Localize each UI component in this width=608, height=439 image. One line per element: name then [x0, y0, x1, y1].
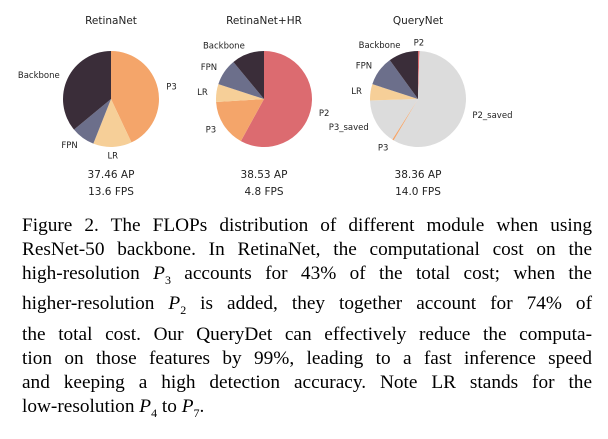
slice-label: P2	[414, 38, 425, 48]
caption-line: low-resolution P4 to P7.	[22, 396, 205, 420]
pie-slice-p2	[240, 51, 313, 148]
pie-slice-lr	[370, 84, 418, 101]
caption-line: high-resolution P3 accounts for 43% of t…	[22, 263, 592, 288]
pie-0: RetinaNet P3 LR FPN Backbone 37.46 AP 13.6 FPS	[18, 15, 177, 198]
pie-slice-backbone	[389, 51, 418, 99]
pie-slice-p3	[392, 99, 418, 141]
pie-slice-p2	[418, 51, 420, 99]
slice-label: P3	[206, 125, 217, 135]
pie-slice-lr	[93, 99, 132, 148]
pie-1: RetinaNet+HR P2 P3 LR FPN Backbone 38.53 AP 4.8…	[197, 15, 329, 198]
pie-title: RetinaNet+HR	[226, 15, 302, 27]
pie-slice-p3	[216, 99, 264, 142]
figure-caption: Figure 2. The FLOPs distribution of diff…	[22, 214, 592, 425]
pie-title: RetinaNet	[85, 15, 137, 27]
pie-2: QueryNet P2 P2_saved P3 P3_saved LR FPN Backbon…	[329, 15, 513, 198]
ap-label: 38.36 AP	[395, 169, 442, 181]
slice-label: Backbone	[18, 71, 60, 81]
caption-line: Figure 2. The FLOPs distribution of diff…	[22, 215, 592, 236]
ap-label: 38.53 AP	[241, 169, 288, 181]
pie-title: QueryNet	[393, 15, 443, 27]
slice-label: LR	[107, 152, 118, 162]
slice-label: FPN	[61, 141, 77, 151]
slice-label: LR	[197, 88, 208, 98]
fps-label: 4.8 FPS	[244, 186, 283, 198]
pie-slice-backbone	[62, 51, 111, 130]
pie-slice-fpn	[218, 62, 264, 99]
slice-label: P2_saved	[472, 111, 512, 121]
pie-slice-p3-saved	[370, 99, 418, 140]
pie-slice-fpn	[372, 60, 418, 99]
slice-label: P2	[319, 109, 330, 119]
slice-label: FPN	[356, 62, 372, 72]
slice-label: Backbone	[203, 42, 245, 52]
caption-line: ResNet-50 backbone. In RetinaNet, the co…	[22, 239, 592, 261]
slice-label: P3	[378, 143, 389, 153]
pie-slice-p3	[111, 51, 159, 143]
fps-label: 13.6 FPS	[88, 186, 134, 198]
slice-label: P3	[166, 83, 177, 93]
caption-line: higher-resolution P2 is added, they toge…	[22, 293, 592, 318]
fps-label: 14.0 FPS	[395, 186, 441, 198]
pie-slice-lr	[216, 84, 264, 103]
ap-label: 37.46 AP	[88, 169, 135, 181]
caption-line: tion on those features by 99%, leading t…	[22, 347, 592, 369]
pie-slice-backbone	[233, 51, 264, 99]
slice-label: Backbone	[359, 41, 401, 51]
pie-slice-p2-saved	[393, 51, 466, 148]
slice-label: P3_saved	[329, 123, 369, 133]
slice-label: LR	[351, 87, 362, 97]
slice-label: FPN	[201, 63, 217, 73]
caption-line: and keeping a high detection accuracy. N…	[22, 371, 592, 393]
caption-line: the total cost. Our QueryDet can effecti…	[22, 323, 592, 345]
pie-slice-fpn	[74, 99, 111, 144]
pie-charts: RetinaNet P3 LR FPN Backbone 37.46 AP 13.6 FPS…	[18, 15, 513, 198]
